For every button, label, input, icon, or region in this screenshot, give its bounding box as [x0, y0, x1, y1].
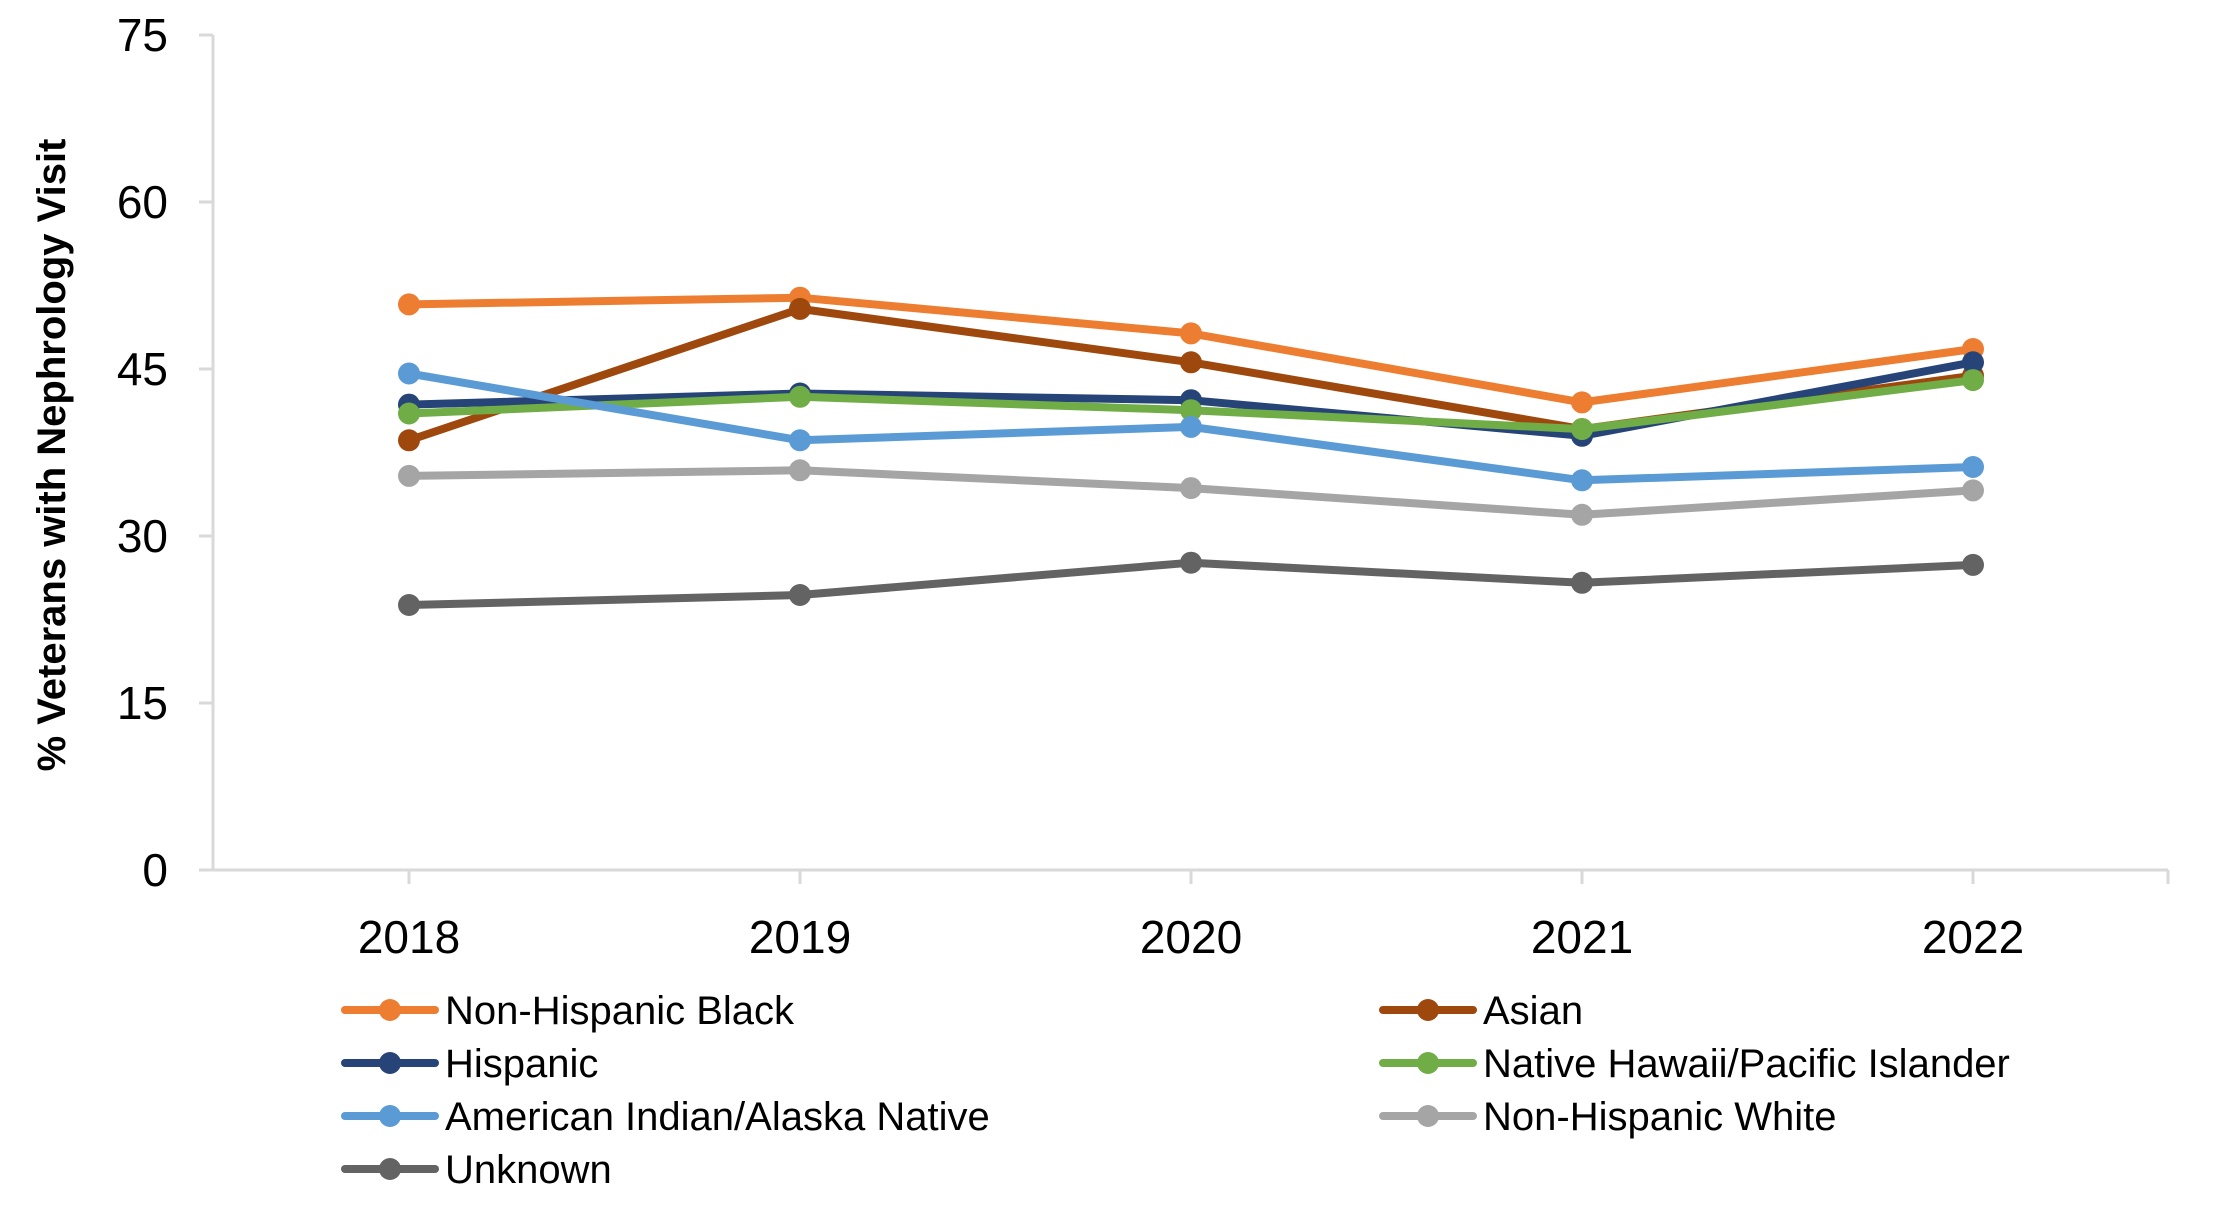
data-point	[398, 429, 420, 451]
data-point	[1962, 479, 1984, 501]
legend-item: American Indian/Alaska Native	[345, 1095, 990, 1139]
legend-label: Unknown	[445, 1148, 612, 1192]
y-tick-label: 0	[142, 844, 168, 896]
series-5	[398, 459, 1984, 526]
data-point	[398, 293, 420, 315]
data-point	[789, 584, 811, 606]
data-point	[1180, 552, 1202, 574]
y-tick-label: 30	[117, 510, 168, 562]
data-point	[1571, 418, 1593, 440]
legend-label: Non-Hispanic White	[1483, 1095, 1836, 1139]
legend-item: Non-Hispanic White	[1383, 1095, 1836, 1139]
data-point	[1571, 391, 1593, 413]
legend-item: Native Hawaii/Pacific Islander	[1383, 1042, 2010, 1086]
data-point	[398, 403, 420, 425]
legend-label: Non-Hispanic Black	[445, 989, 795, 1033]
data-point	[1962, 456, 1984, 478]
legend-swatch-marker	[379, 1105, 401, 1127]
series-layer	[398, 287, 1984, 616]
legend-swatch-marker	[1417, 1052, 1439, 1074]
data-point	[789, 298, 811, 320]
data-point	[1180, 477, 1202, 499]
data-point	[1962, 554, 1984, 576]
legend-label: Asian	[1483, 989, 1583, 1033]
y-tick-label: 60	[117, 176, 168, 228]
legend-item: Unknown	[345, 1148, 612, 1192]
series-line	[409, 298, 1973, 403]
x-tick-label: 2018	[358, 911, 460, 963]
data-point	[1180, 416, 1202, 438]
data-point	[398, 594, 420, 616]
legend: Non-Hispanic Black Asian Hispanic Native Ha…	[345, 989, 2010, 1192]
legend-label: Hispanic	[445, 1042, 598, 1086]
x-tick-label: 2019	[749, 911, 851, 963]
x-tick-label: 2021	[1531, 911, 1633, 963]
data-point	[789, 459, 811, 481]
legend-item: Hispanic	[345, 1042, 598, 1086]
data-point	[789, 386, 811, 408]
data-point	[398, 465, 420, 487]
legend-item: Non-Hispanic Black	[345, 989, 795, 1033]
x-tick-label: 2022	[1922, 911, 2024, 963]
legend-label: American Indian/Alaska Native	[445, 1095, 990, 1139]
y-tick-label: 45	[117, 343, 168, 395]
data-point	[1571, 469, 1593, 491]
legend-swatch-marker	[379, 1158, 401, 1180]
data-point	[1180, 351, 1202, 373]
legend-swatch-marker	[379, 999, 401, 1021]
data-point	[398, 363, 420, 385]
y-axis-title: % Veterans with Nephrology Visit	[30, 139, 74, 772]
x-tick-label: 2020	[1140, 911, 1242, 963]
legend-swatch-marker	[1417, 1105, 1439, 1127]
legend-label: Native Hawaii/Pacific Islander	[1483, 1042, 2010, 1086]
data-point	[1962, 369, 1984, 391]
legend-swatch-marker	[379, 1052, 401, 1074]
y-tick-label: 15	[117, 677, 168, 729]
y-tick-label: 75	[117, 9, 168, 61]
legend-item: Asian	[1383, 989, 1583, 1033]
data-point	[789, 429, 811, 451]
data-point	[1180, 322, 1202, 344]
series-6	[398, 552, 1984, 616]
data-point	[1571, 504, 1593, 526]
legend-swatch-marker	[1417, 999, 1439, 1021]
data-point	[1571, 572, 1593, 594]
